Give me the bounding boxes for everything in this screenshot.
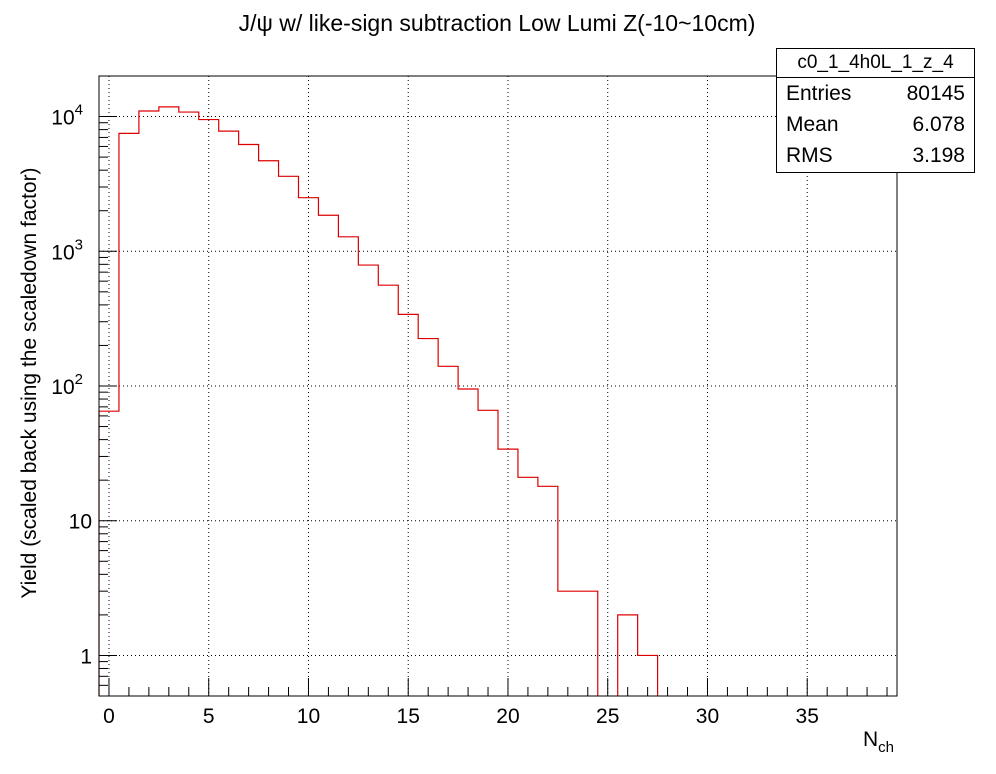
histogram-bin: [199, 120, 219, 696]
y-tick-label: 104: [51, 102, 83, 130]
histogram-bin: [179, 112, 199, 696]
histogram-bin: [239, 145, 259, 696]
grid-lines: [99, 76, 897, 696]
y-axis-label: Yield (scaled back using the scaledown f…: [18, 167, 41, 598]
histogram-bin: [378, 285, 398, 696]
stats-rms-row: RMS 3.198: [777, 140, 974, 171]
x-tick-label: 0: [103, 705, 115, 728]
histogram-bin: [259, 161, 279, 696]
x-tick-label: 10: [297, 705, 320, 728]
stats-rms-label: RMS: [786, 144, 833, 167]
histogram-bin: [578, 591, 598, 696]
stats-entries-row: Entries 80145: [777, 78, 974, 109]
x-axis-ticks: 0 5 10 15 20 25 30 35: [103, 678, 888, 728]
histogram-bin: [219, 131, 239, 696]
x-tick-label: 25: [596, 705, 619, 728]
y-tick-label-exponent: 4: [75, 102, 83, 119]
x-tick-label: 35: [796, 705, 819, 728]
histogram-bin: [119, 133, 139, 696]
x-axis-label-main: N: [863, 728, 878, 751]
histogram-bin: [538, 486, 558, 696]
stats-rms-value: 3.198: [912, 144, 965, 167]
y-tick-label: 102: [51, 371, 83, 399]
histogram-bin: [398, 314, 418, 696]
stats-mean-row: Mean 6.078: [777, 109, 974, 140]
y-tick-label-base: 10: [69, 511, 92, 534]
histogram-series: [98, 106, 659, 696]
x-tick-label: 15: [397, 705, 420, 728]
histogram-bin: [458, 389, 478, 696]
stats-box: c0_1_4h0L_1_z_4 Entries 80145 Mean 6.078…: [776, 48, 975, 173]
y-tick-label-base: 10: [51, 376, 74, 399]
y-tick-label-base: 10: [51, 241, 74, 264]
x-axis-label: Nch: [863, 728, 894, 756]
histogram-bin: [418, 339, 438, 696]
histogram-bin: [139, 111, 159, 696]
y-tick-label-exponent: 2: [75, 371, 83, 388]
histogram-line: [98, 106, 659, 696]
histogram-bin: [338, 237, 358, 696]
histogram-bin: [498, 449, 518, 696]
histogram-bin: [358, 265, 378, 696]
y-tick-label: 1: [80, 645, 92, 668]
x-axis-label-sub: ch: [878, 739, 894, 756]
histogram-bin: [618, 615, 638, 696]
chart-title: J/ψ w/ like-sign subtraction Low Lumi Z(…: [239, 10, 756, 36]
stats-entries-value: 80145: [906, 82, 965, 105]
y-tick-label: 103: [51, 236, 83, 264]
y-tick-label-exponent: 3: [75, 236, 83, 253]
stats-box-title: c0_1_4h0L_1_z_4: [777, 49, 974, 78]
stats-entries-label: Entries: [786, 82, 852, 105]
histogram-bin: [518, 477, 538, 696]
histogram-bin: [279, 176, 299, 696]
histogram-bin: [318, 215, 338, 696]
histogram-bin: [99, 411, 119, 696]
stats-mean-label: Mean: [786, 113, 839, 136]
histogram-bin: [159, 107, 179, 696]
histogram-bin: [478, 410, 498, 696]
y-tick-label: 10: [69, 511, 92, 534]
histogram-bin: [299, 198, 319, 696]
histogram-bin: [558, 591, 578, 696]
x-tick-label: 20: [496, 705, 519, 728]
x-tick-label: 5: [203, 705, 215, 728]
histogram-bin: [438, 366, 458, 696]
x-tick-label: 30: [696, 705, 719, 728]
y-tick-label-base: 10: [51, 107, 74, 130]
y-tick-label-base: 1: [80, 645, 92, 668]
stats-mean-value: 6.078: [912, 113, 965, 136]
